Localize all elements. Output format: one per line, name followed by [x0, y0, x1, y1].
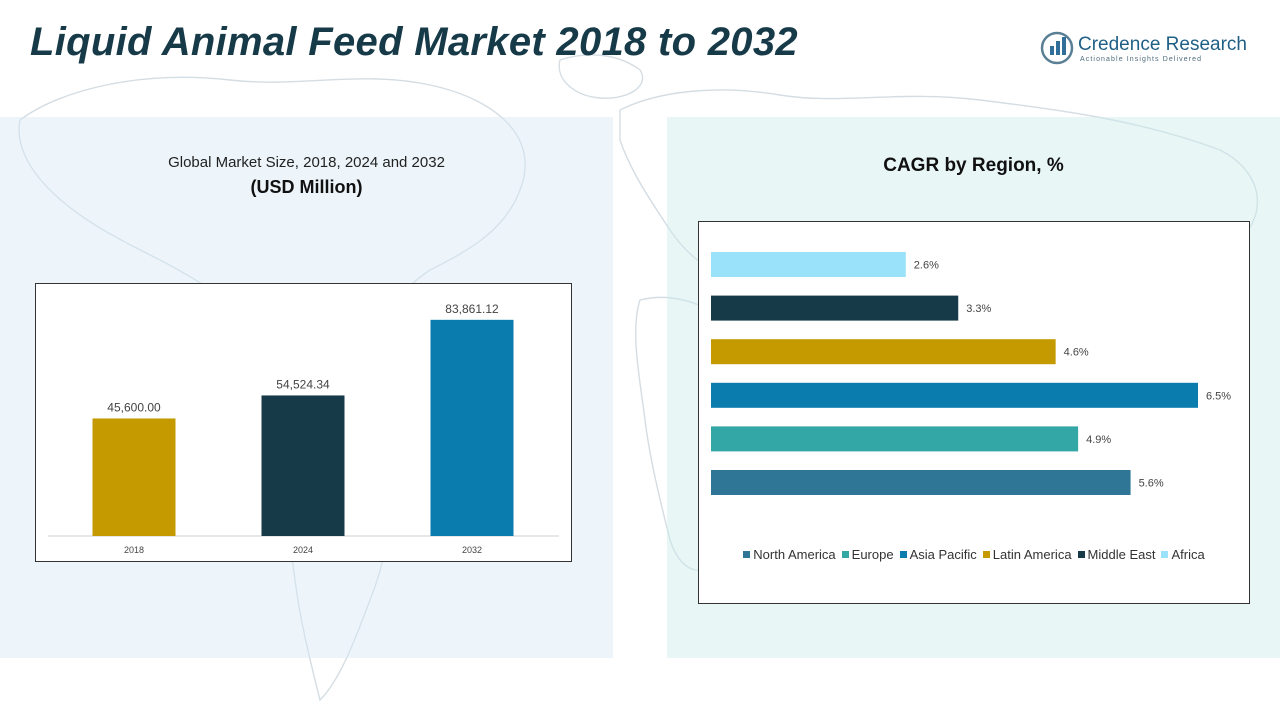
- cagr-bar-chart: 2.6% 3.3% 4.6% 6.5% 4.9% 5.6% North America Eu…: [698, 221, 1250, 604]
- page-title: Liquid Animal Feed Market 2018 to 2032: [30, 20, 798, 64]
- market-size-bar-chart: 45,600.00 2018 54,524.34 2024 83,861.12 2032: [35, 283, 572, 562]
- x-tick-label-2024: 2024: [293, 545, 313, 555]
- legend-swatch-europe: [841, 551, 849, 558]
- legend-label-asia-pacific: Asia Pacific: [909, 547, 977, 562]
- bar-2018: [92, 418, 176, 536]
- bar-north-america: [711, 470, 1131, 495]
- legend-label-latin-america: Latin America: [992, 547, 1072, 562]
- market-size-chart-title: Global Market Size, 2018, 2024 and 2032: [168, 154, 445, 171]
- data-label-middle-east: 3.3%: [966, 303, 991, 315]
- legend-item-north-america: North America: [743, 547, 836, 562]
- x-tick-label-2018: 2018: [124, 545, 144, 555]
- data-label-asia-pacific: 6.5%: [1206, 390, 1231, 402]
- x-tick-label-2032: 2032: [462, 545, 482, 555]
- legend-label-africa: Africa: [1171, 547, 1205, 562]
- logo-name: Credence Research: [1078, 34, 1247, 55]
- legend-swatch-north-america: [743, 551, 751, 558]
- legend-item-latin-america: Latin America: [982, 547, 1072, 562]
- logo-tagline: Actionable Insights Delivered: [1080, 56, 1203, 63]
- legend-label-north-america: North America: [753, 547, 836, 562]
- legend-item-middle-east: Middle East: [1077, 547, 1156, 562]
- legend-swatch-africa: [1161, 551, 1169, 558]
- cagr-bar-chart-svg: 2.6% 3.3% 4.6% 6.5% 4.9% 5.6%: [711, 252, 1231, 495]
- data-label-2024: 54,524.34: [276, 377, 330, 391]
- bar-africa: [711, 252, 906, 277]
- legend-item-europe: Europe: [841, 547, 894, 562]
- bar-2032: [430, 319, 514, 536]
- legend-swatch-asia-pacific: [899, 551, 907, 558]
- data-label-africa: 2.6%: [914, 260, 939, 272]
- bar-latin-america: [711, 339, 1056, 365]
- bar-europe: [711, 426, 1079, 452]
- bar-middle-east: [711, 295, 959, 321]
- data-label-2018: 45,600.00: [107, 400, 161, 414]
- logo-icon: [1040, 31, 1074, 65]
- cagr-chart-title: CAGR by Region, %: [883, 155, 1064, 176]
- data-label-north-america: 5.6%: [1139, 478, 1164, 490]
- legend-item-asia-pacific: Asia Pacific: [899, 547, 977, 562]
- cagr-legend: North America Europe Asia Pacific Latin Ame…: [699, 547, 1249, 562]
- bar-2024: [261, 395, 345, 536]
- data-label-latin-america: 4.6%: [1064, 347, 1089, 359]
- bar-asia-pacific: [711, 382, 1198, 408]
- legend-label-middle-east: Middle East: [1087, 547, 1156, 562]
- market-size-bar-chart-svg: 45,600.00 2018 54,524.34 2024 83,861.12 2032: [48, 302, 559, 555]
- data-label-europe: 4.9%: [1086, 434, 1111, 446]
- legend-swatch-latin-america: [982, 551, 990, 558]
- legend-item-africa: Africa: [1161, 547, 1205, 562]
- market-size-chart-unit: (USD Million): [250, 177, 363, 197]
- company-logo: Credence Research Actionable Insights De…: [1040, 30, 1260, 70]
- legend-swatch-middle-east: [1077, 551, 1085, 558]
- data-label-2032: 83,861.12: [445, 302, 499, 316]
- legend-label-europe: Europe: [851, 547, 894, 562]
